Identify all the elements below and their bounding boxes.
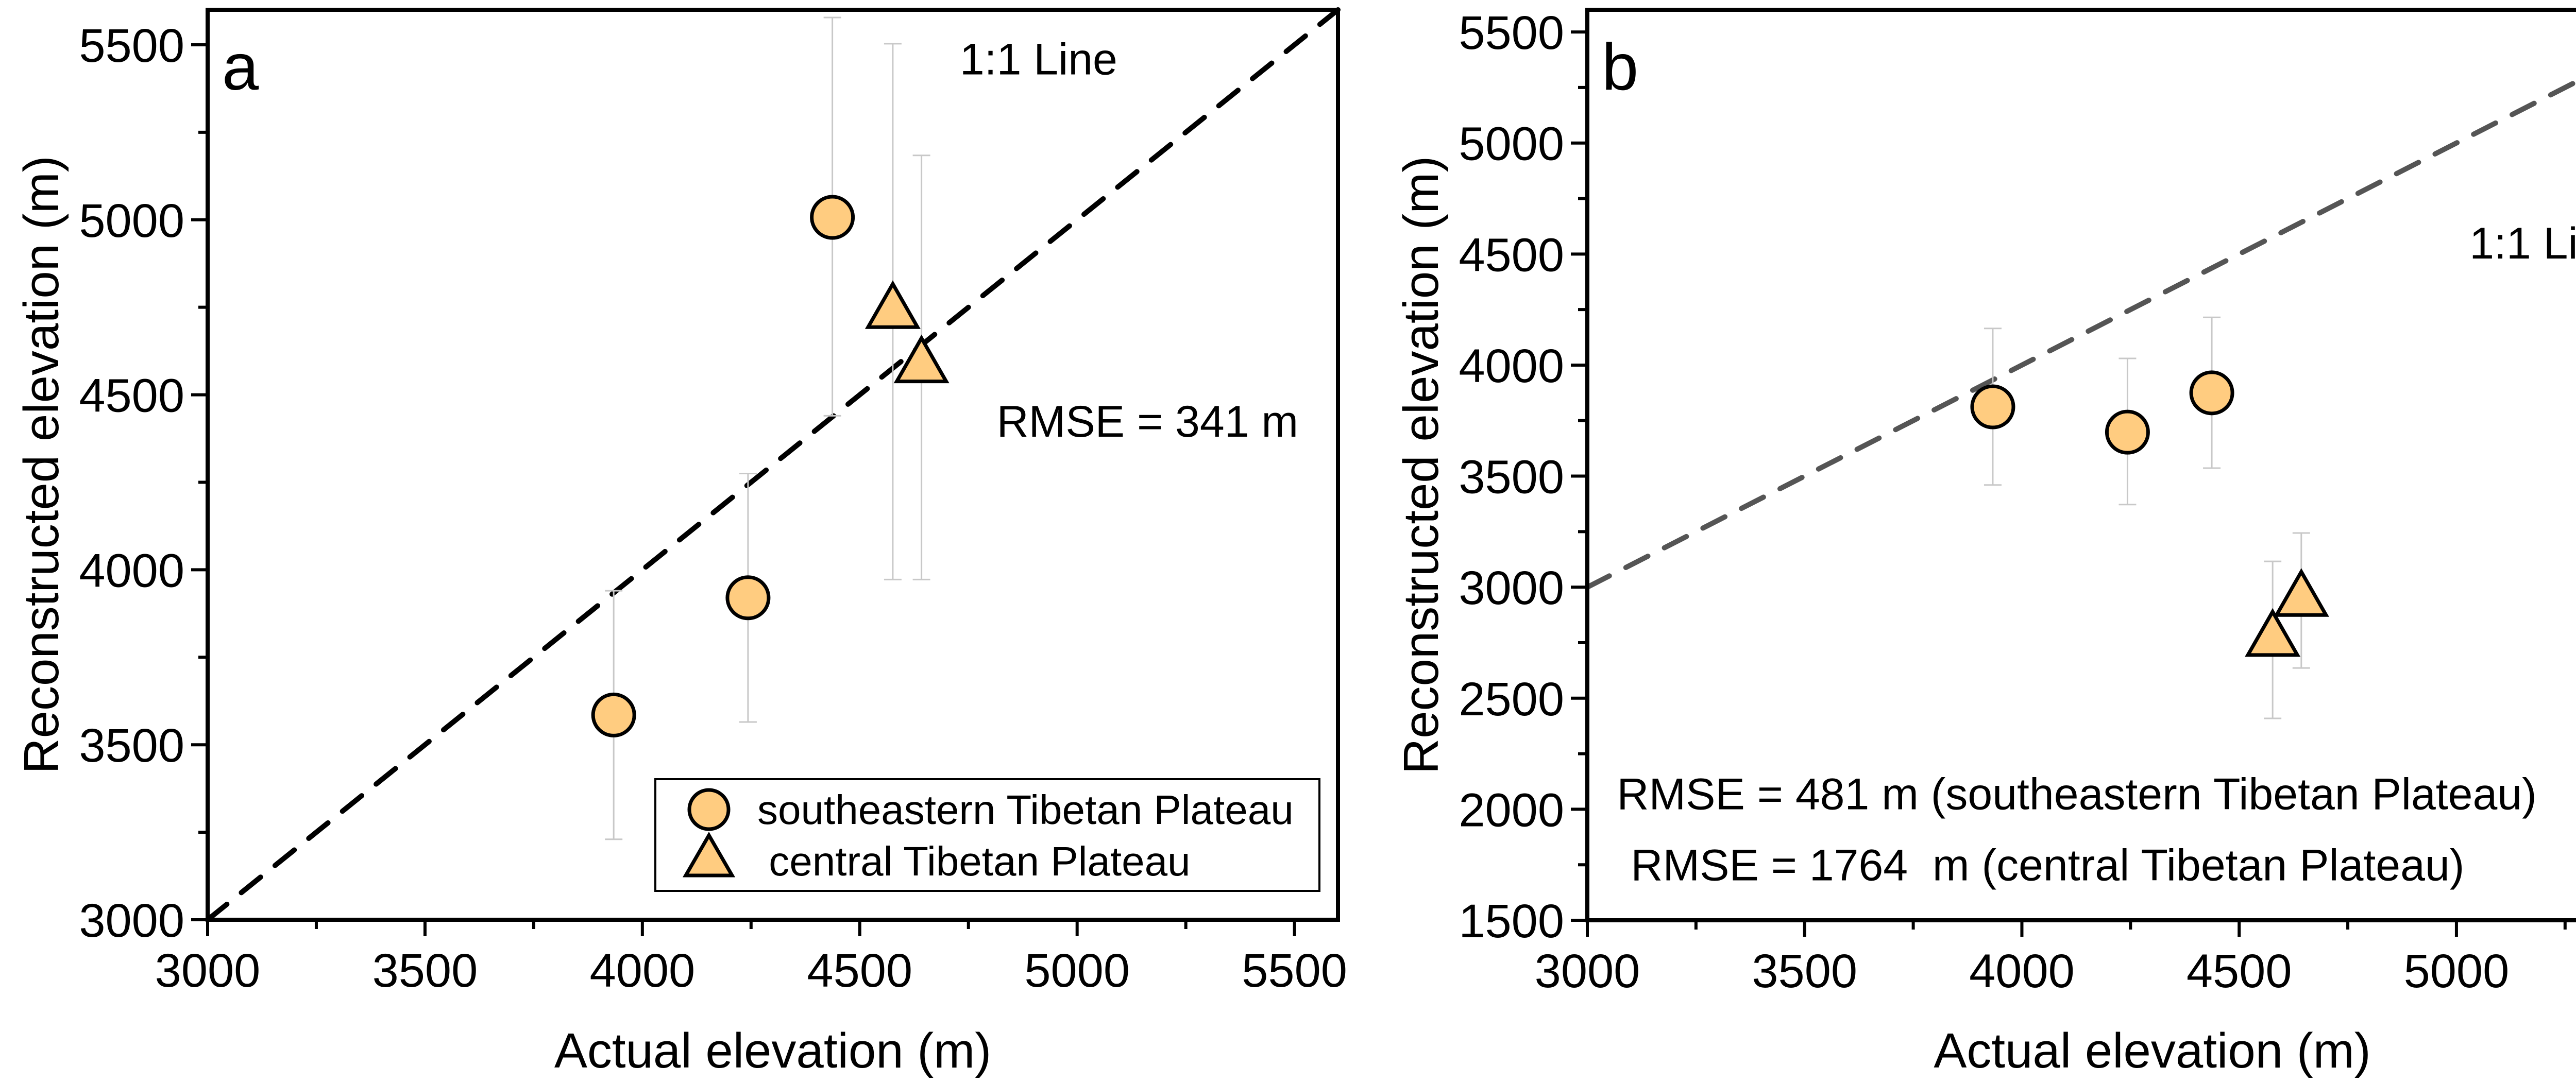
y-tick-label: 2500: [1459, 673, 1564, 726]
legend-label-central: central Tibetan Plateau: [757, 838, 1191, 884]
data-point-circle: [2189, 370, 2234, 416]
y-tick-label: 3000: [79, 895, 184, 947]
x-axis-title: Actual elevation (m): [1934, 1023, 2370, 1078]
x-tick-label: 3500: [1752, 945, 1857, 998]
legend-label-southeastern: southeastern Tibetan Plateau: [757, 787, 1294, 833]
tick-layer: 3000 3500 4000 4500 5000 5500 3000 3500 4000 4500…: [79, 20, 1347, 997]
data-point-circle: [2105, 409, 2150, 455]
y-tick-label: 3000: [1459, 562, 1564, 614]
x-tick-label: 4500: [807, 944, 912, 997]
legend-circle-icon: [687, 788, 731, 831]
data-point-circle: [591, 692, 636, 737]
y-tick-label: 5500: [79, 20, 184, 72]
y-tick-label: 3500: [79, 719, 184, 772]
tick-layer: 3000 3500 4000 4500 5000 5500 1500 2000 2500 3000…: [1459, 7, 2567, 998]
y-tick-label: 1500: [1459, 895, 1564, 948]
panel-a: 3000 3500 4000 4500 5000 5500 3000 3500 4000 4500…: [14, 7, 1347, 1078]
y-tick-label: 4500: [79, 370, 184, 422]
annotation-rmse: RMSE = 341 m: [997, 397, 1299, 446]
x-tick-label: 5500: [1242, 944, 1347, 997]
x-tick-label: 4000: [1969, 945, 2075, 998]
annotation-one-to-one: 1:1 Line: [960, 35, 1117, 84]
x-tick-label: 4500: [2187, 945, 2292, 998]
data-point-triangle: [893, 334, 950, 384]
y-tick-label: 3500: [1459, 451, 1564, 504]
data-point-triangle: [865, 280, 921, 329]
data-point-triangle: [2273, 568, 2329, 617]
y-tick-label: 5000: [79, 195, 184, 247]
plot-frame: [1585, 8, 2576, 922]
data-point-triangle: [2245, 608, 2301, 657]
panel-label: b: [1602, 30, 1638, 104]
y-tick-label: 2000: [1459, 784, 1564, 836]
x-tick-label: 3500: [372, 944, 478, 997]
y-axis-title: Reconstructed elevation (m): [14, 156, 69, 774]
x-tick-label: 5000: [2404, 945, 2510, 998]
data-point-circle: [725, 575, 771, 621]
reference-line-layer: [1585, 79, 2576, 590]
data-point-circle: [810, 195, 855, 240]
data-point-circle: [1970, 384, 2015, 429]
y-tick-label: 5500: [1459, 7, 1564, 59]
one-to-one-line: [205, 7, 1341, 922]
annotation-rmse-southeastern: RMSE = 481 m (southeastern Tibetan Plate…: [1617, 769, 2536, 819]
x-tick-label: 5000: [1024, 944, 1130, 997]
legend-box: [654, 778, 1320, 892]
plot-frame: [206, 8, 1340, 922]
panel-label: a: [222, 30, 259, 104]
legend-triangle-icon: [682, 831, 736, 878]
annotation-one-to-one: 1:1 Line: [2469, 219, 2576, 268]
reference-line-layer: [205, 7, 1341, 922]
y-tick-label: 4000: [1459, 340, 1564, 392]
error-bar-layer: [1984, 316, 2310, 719]
y-tick-label: 4000: [79, 544, 184, 597]
x-tick-label: 3000: [155, 944, 261, 997]
legend: southeastern Tibetan Plateau central Tib…: [654, 778, 1320, 892]
y-axis-title: Reconstructed elevation (m): [1394, 156, 1449, 775]
annotation-rmse-central: RMSE = 1764 m (central Tibetan Plateau): [1631, 840, 2464, 890]
y-tick-label: 5000: [1459, 118, 1564, 170]
x-tick-label: 4000: [590, 944, 696, 997]
marker-layer: [1970, 370, 2329, 657]
x-tick-label: 3000: [1535, 945, 1640, 998]
y-tick-label: 4500: [1459, 229, 1564, 281]
x-axis-title: Actual elevation (m): [554, 1023, 991, 1078]
one-to-one-line: [1585, 79, 2576, 590]
marker-layer: [591, 195, 950, 737]
panel-b: 3000 3500 4000 4500 5000 5500 1500 2000 2500 3000…: [1394, 7, 2576, 1078]
